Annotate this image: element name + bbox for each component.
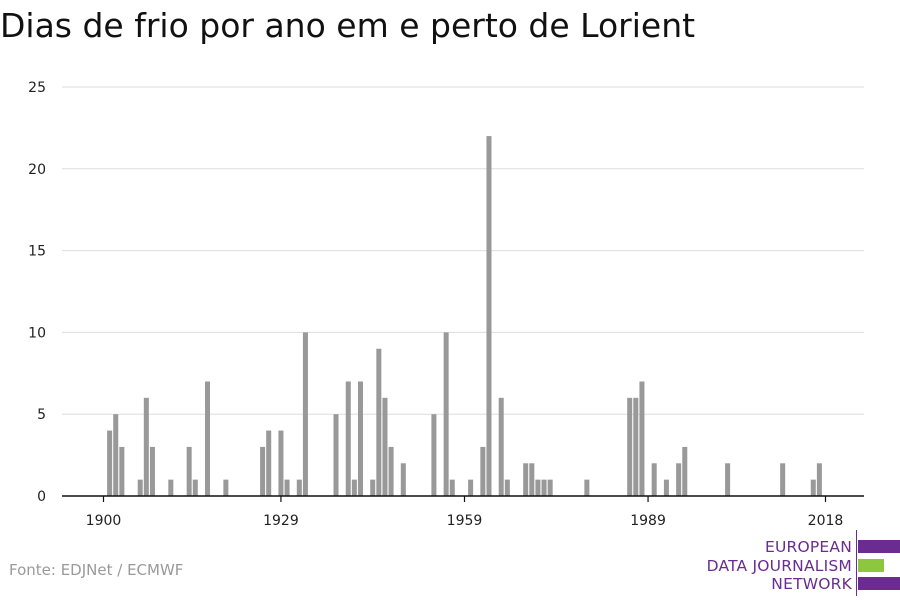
logo-line-2: DATA JOURNALISM xyxy=(706,556,852,575)
logo-divider xyxy=(856,530,857,596)
bar xyxy=(119,446,125,496)
edjnet-logo[interactable]: EUROPEAN DATA JOURNALISM NETWORK xyxy=(700,530,900,596)
bar xyxy=(296,479,302,496)
chart-title: Dias de frio por ano em e perto de Lorie… xyxy=(0,6,696,45)
y-tick-label: 10 xyxy=(28,325,46,341)
x-tick-label: 1929 xyxy=(263,513,299,529)
bar xyxy=(529,463,535,496)
bar xyxy=(113,414,119,496)
bar xyxy=(633,397,639,496)
bar xyxy=(443,332,449,496)
bar xyxy=(382,397,388,496)
bar xyxy=(663,479,669,496)
logo-line-3: NETWORK xyxy=(771,575,852,593)
bar xyxy=(627,397,633,496)
x-tick-label: 1989 xyxy=(630,513,666,529)
bar xyxy=(205,381,211,496)
logo-line-1: EUROPEAN xyxy=(764,538,852,556)
bar xyxy=(284,479,290,496)
bar xyxy=(345,381,351,496)
bar xyxy=(682,446,688,496)
bar-chart: 0 5 10 15 20 25 1900 1929 1959 1989 2018 xyxy=(28,80,864,529)
source-note: Fonte: EDJNet / ECMWF xyxy=(9,561,184,579)
bar xyxy=(541,479,547,496)
y-tick-label: 15 xyxy=(28,244,46,260)
bar xyxy=(651,463,657,496)
logo-bar-purple-top xyxy=(858,540,900,553)
bars xyxy=(107,136,822,496)
y-axis-tick-labels: 0 5 10 15 20 25 xyxy=(28,80,46,505)
bar xyxy=(266,430,272,496)
logo-text: EUROPEAN DATA JOURNALISM NETWORK xyxy=(707,538,852,594)
x-tick-label: 1900 xyxy=(86,513,122,529)
y-tick-label: 0 xyxy=(37,489,46,505)
bar xyxy=(816,463,822,496)
bar xyxy=(725,463,731,496)
bar xyxy=(223,479,229,496)
y-tick-label: 25 xyxy=(28,80,46,96)
bar xyxy=(278,430,284,496)
bar xyxy=(357,381,363,496)
bar xyxy=(584,479,590,496)
bar xyxy=(780,463,786,496)
bar xyxy=(449,479,455,496)
bar xyxy=(333,414,339,496)
bar xyxy=(302,332,308,496)
bar xyxy=(376,348,382,496)
bar xyxy=(486,136,492,496)
bar xyxy=(260,446,266,496)
logo-bar-purple-bottom xyxy=(858,577,900,590)
bar xyxy=(143,397,149,496)
bar xyxy=(810,479,816,496)
bar xyxy=(388,446,394,496)
y-tick-label: 5 xyxy=(37,407,46,423)
bar xyxy=(480,446,486,496)
y-tick-label: 20 xyxy=(28,162,46,178)
x-tick-label: 2018 xyxy=(808,513,844,529)
bar xyxy=(107,430,113,496)
bar xyxy=(149,446,155,496)
bar xyxy=(351,479,357,496)
x-axis: 1900 1929 1959 1989 2018 xyxy=(62,495,864,529)
bar xyxy=(431,414,437,496)
bar xyxy=(639,381,645,496)
gridlines xyxy=(62,86,864,415)
bar xyxy=(168,479,174,496)
bar xyxy=(192,479,198,496)
bar xyxy=(468,479,474,496)
bar xyxy=(523,463,529,496)
bar xyxy=(400,463,406,496)
bar xyxy=(535,479,541,496)
logo-bar-green xyxy=(858,559,884,572)
bar xyxy=(676,463,682,496)
bar xyxy=(504,479,510,496)
x-tick-label: 1959 xyxy=(447,513,483,529)
bar xyxy=(370,479,376,496)
bar xyxy=(186,446,192,496)
bar xyxy=(498,397,504,496)
bar xyxy=(547,479,553,496)
bar xyxy=(137,479,143,496)
